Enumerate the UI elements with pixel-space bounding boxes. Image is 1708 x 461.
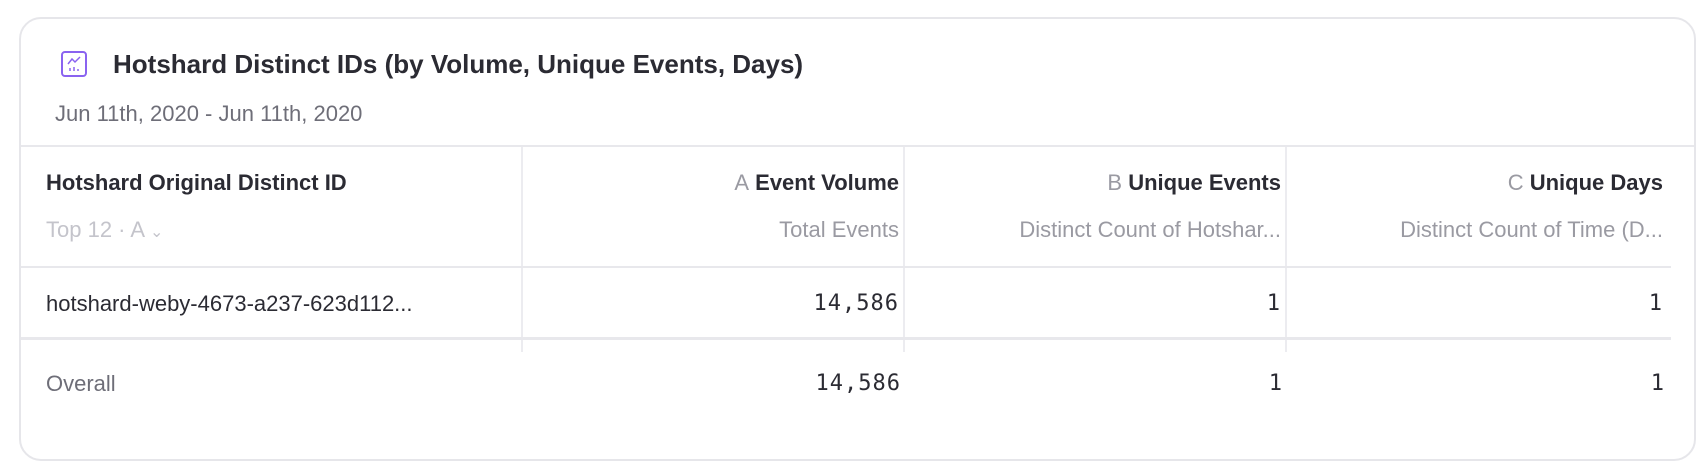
column-label: Unique Events — [1128, 170, 1281, 195]
column-letter: A — [734, 170, 750, 195]
overall-value-c: 1 — [1650, 371, 1665, 396]
line-chart-icon — [61, 51, 87, 77]
top-n-selector[interactable]: Top 12 · A ⌄ — [46, 217, 163, 243]
column-header-c[interactable]: C Unique Days — [1301, 170, 1663, 196]
chevron-down-icon: ⌄ — [149, 224, 164, 241]
row-id[interactable]: hotshard-weby-4673-a237-623d112... — [46, 291, 413, 316]
group-header[interactable]: Hotshard Original Distinct ID — [46, 170, 347, 195]
overall-value-b: 1 — [1268, 371, 1283, 396]
report-card: Hotshard Distinct IDs (by Volume, Unique… — [19, 17, 1696, 461]
column-divider — [903, 147, 905, 352]
row-value-c: 1 — [1648, 291, 1663, 316]
column-header-a[interactable]: A Event Volume — [541, 170, 899, 196]
top-n-label: Top 12 · A — [46, 217, 144, 242]
row-divider — [21, 266, 1671, 268]
column-subtitle-c: Distinct Count of Time (D... — [1400, 217, 1663, 242]
row-value-a: 14,586 — [813, 291, 899, 316]
overall-value-a: 14,586 — [815, 371, 901, 396]
overall-label: Overall — [46, 371, 116, 396]
overall-divider — [21, 337, 1671, 340]
column-subtitle-a: Total Events — [779, 217, 899, 242]
column-divider — [521, 147, 523, 352]
column-letter: C — [1507, 170, 1524, 195]
column-divider — [1285, 147, 1287, 352]
report-title[interactable]: Hotshard Distinct IDs (by Volume, Unique… — [113, 49, 804, 79]
column-label: Event Volume — [755, 170, 899, 195]
date-range: Jun 11th, 2020 - Jun 11th, 2020 — [55, 101, 363, 126]
header-divider — [21, 145, 1694, 147]
column-header-b[interactable]: B Unique Events — [921, 170, 1281, 196]
row-value-b: 1 — [1266, 291, 1281, 316]
column-subtitle-b: Distinct Count of Hotshar... — [1019, 217, 1281, 242]
column-letter: B — [1107, 170, 1123, 195]
column-label: Unique Days — [1529, 170, 1663, 195]
